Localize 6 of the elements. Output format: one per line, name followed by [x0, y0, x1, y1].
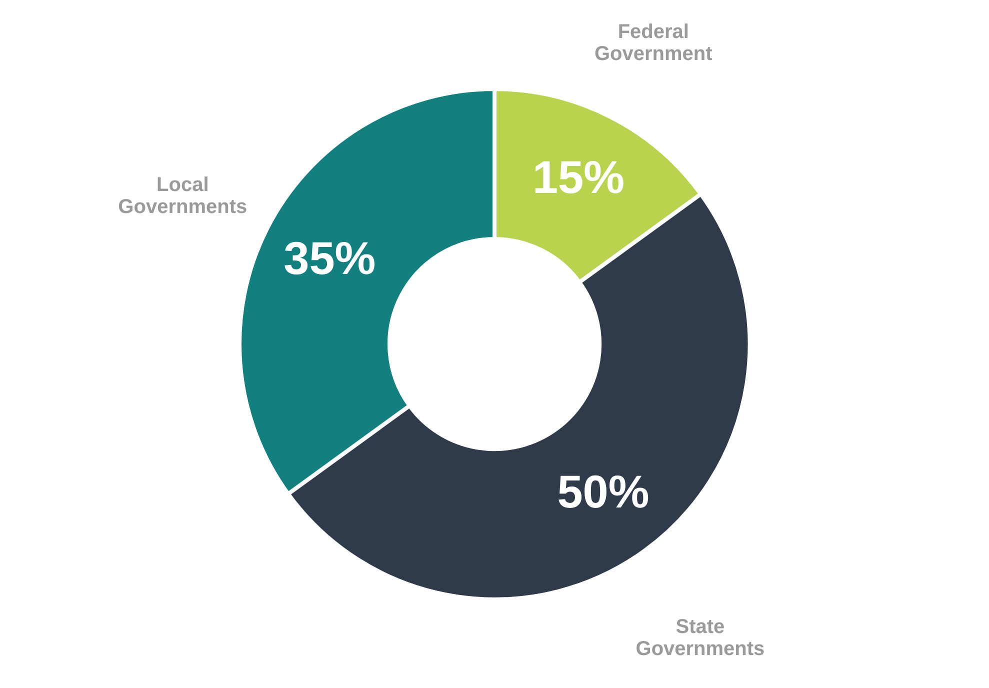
slice-label: Local Governments: [118, 174, 248, 218]
data-label: 50%: [557, 466, 650, 518]
data-label: 35%: [284, 232, 376, 284]
slice-label: State Governments: [636, 616, 765, 660]
data-label: 15%: [532, 151, 625, 204]
slice-label: Federal Government: [594, 21, 713, 66]
